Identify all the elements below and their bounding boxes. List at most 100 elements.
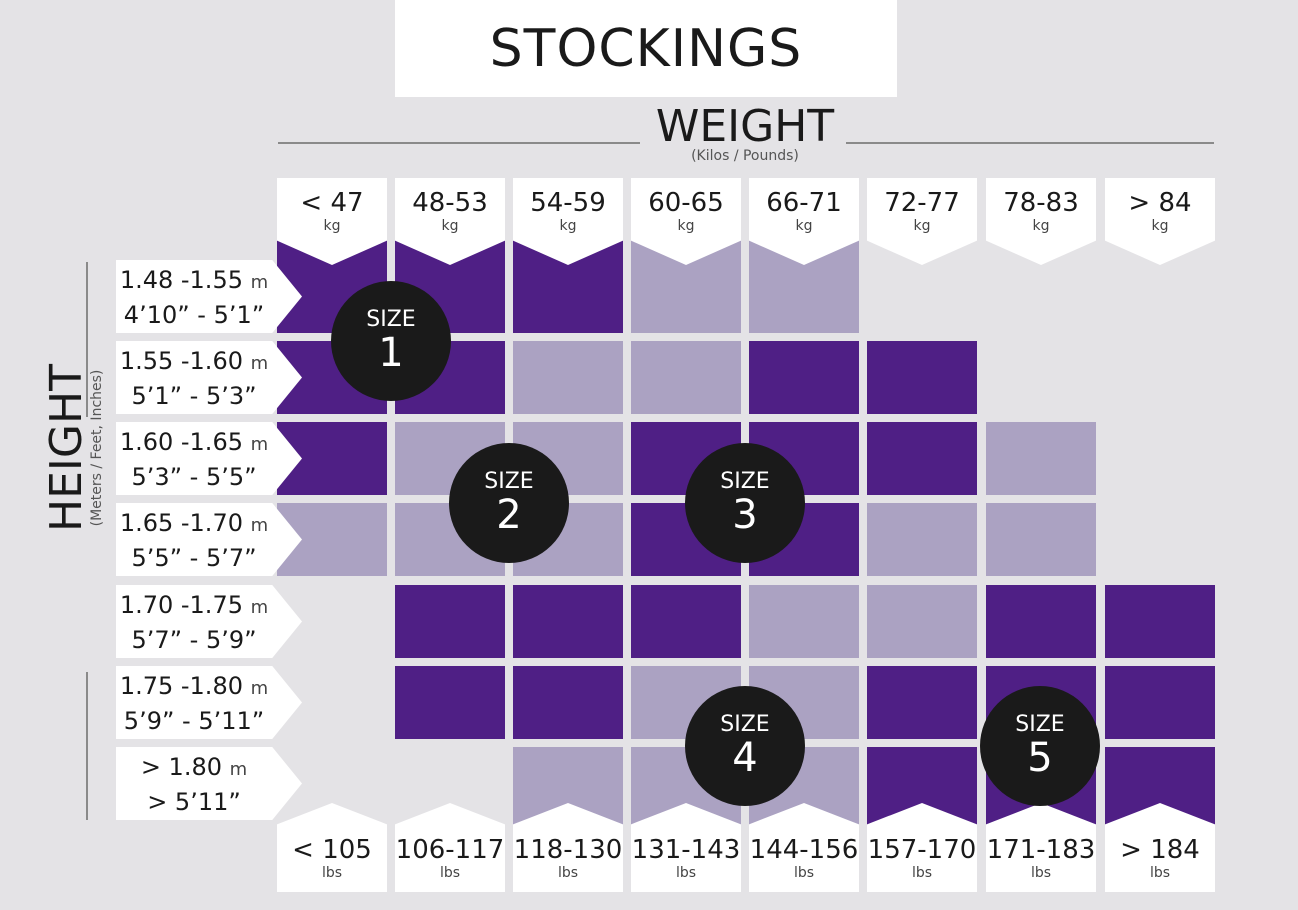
size-cell <box>867 422 977 495</box>
height-feet: 4’10” - 5’1” <box>123 301 265 329</box>
weight-kg-value: > 84 <box>1128 188 1192 218</box>
size-cell <box>395 585 505 658</box>
weight-kg-unit: kg <box>1151 218 1169 234</box>
weight-kg-value: 60-65 <box>648 188 724 218</box>
weight-lbs-value: 144-156 <box>749 835 859 865</box>
height-label-text: 1.55 -1.60 m 5’1” - 5’3” <box>116 341 272 412</box>
weight-kg-value: 78-83 <box>1003 188 1079 218</box>
size-badge: SIZE 4 <box>685 686 805 806</box>
height-label-text: 1.70 -1.75 m 5’7” - 5’9” <box>116 585 272 656</box>
height-meters-row: 1.60 -1.65 m <box>116 426 272 461</box>
weight-lbs-value: 131-143 <box>631 835 741 865</box>
height-label-text: 1.75 -1.80 m 5’9” - 5’11” <box>116 666 272 737</box>
weight-lbs-unit: lbs <box>557 865 579 881</box>
weight-rule-right <box>846 142 1214 144</box>
size-badge-label: SIZE <box>720 712 770 737</box>
weight-axis-title: WEIGHT (Kilos / Pounds) <box>640 101 850 165</box>
weight-kg-unit: kg <box>677 218 695 234</box>
size-cell <box>395 666 505 739</box>
size-badge-label: SIZE <box>484 469 534 494</box>
size-cell <box>867 341 977 414</box>
weight-lbs-unit: lbs <box>439 865 461 881</box>
size-cell <box>986 585 1096 658</box>
size-cell <box>867 585 977 658</box>
weight-kg-unit: kg <box>1032 218 1050 234</box>
height-meters: 1.60 -1.65 <box>119 428 243 456</box>
height-meters: 1.48 -1.55 <box>119 266 243 294</box>
size-badge-number: 3 <box>732 492 758 538</box>
height-meters: 1.55 -1.60 <box>119 347 243 375</box>
weight-lbs-unit: lbs <box>911 865 933 881</box>
weight-title: WEIGHT <box>655 101 835 152</box>
height-label: 1.60 -1.65 m 5’3” - 5’5” <box>116 422 302 495</box>
height-feet: 5’1” - 5’3” <box>131 382 257 410</box>
height-label: 1.70 -1.75 m 5’7” - 5’9” <box>116 585 302 658</box>
height-rule-bottom <box>86 672 88 820</box>
size-badge: SIZE 3 <box>685 443 805 563</box>
weight-kg-value: 72-77 <box>884 188 960 218</box>
weight-lbs-value: 157-170 <box>867 835 977 865</box>
height-feet: 5’7” - 5’9” <box>131 626 257 654</box>
weight-lbs-unit: lbs <box>1149 865 1171 881</box>
weight-lbs-label: 144-156 lbs <box>749 803 859 892</box>
weight-lbs-unit: lbs <box>793 865 815 881</box>
weight-kg-label: > 84 kg <box>1105 178 1215 265</box>
height-label: > 1.80 m > 5’11” <box>116 747 302 820</box>
weight-lbs-value: 171-183 <box>986 835 1096 865</box>
size-cell <box>749 341 859 414</box>
weight-subtitle: (Kilos / Pounds) <box>691 148 799 164</box>
height-meters: > 1.80 <box>140 753 222 781</box>
height-unit: m <box>250 272 269 293</box>
weight-lbs-label: < 105 lbs <box>277 803 387 892</box>
weight-lbs-unit: lbs <box>1030 865 1052 881</box>
size-cell <box>1105 666 1215 739</box>
size-cell <box>513 341 623 414</box>
height-meters-row: 1.55 -1.60 m <box>116 345 272 380</box>
weight-lbs-label: 157-170 lbs <box>867 803 977 892</box>
title-box: STOCKINGS <box>395 0 897 97</box>
height-meters: 1.65 -1.70 <box>119 509 243 537</box>
height-label-text: 1.65 -1.70 m 5’5” - 5’7” <box>116 503 272 574</box>
weight-kg-label: 72-77 kg <box>867 178 977 265</box>
size-cell <box>513 585 623 658</box>
size-badge-number: 4 <box>732 735 758 781</box>
weight-lbs-unit: lbs <box>675 865 697 881</box>
weight-lbs-unit: lbs <box>321 865 343 881</box>
size-badge-number: 5 <box>1027 735 1053 781</box>
size-cell <box>986 422 1096 495</box>
size-cell <box>631 341 741 414</box>
size-cell <box>513 666 623 739</box>
size-badge-label: SIZE <box>366 307 416 332</box>
size-badge-number: 2 <box>496 492 522 538</box>
size-cell <box>867 503 977 576</box>
weight-kg-value: < 47 <box>300 188 364 218</box>
weight-kg-unit: kg <box>559 218 577 234</box>
height-meters-row: 1.48 -1.55 m <box>116 264 272 299</box>
weight-lbs-label: 171-183 lbs <box>986 803 1096 892</box>
weight-lbs-value: 118-130 <box>513 835 623 865</box>
weight-kg-unit: kg <box>913 218 931 234</box>
height-meters: 1.75 -1.80 <box>119 672 243 700</box>
height-meters-row: 1.65 -1.70 m <box>116 507 272 542</box>
height-feet: > 5’11” <box>147 788 241 816</box>
height-label: 1.55 -1.60 m 5’1” - 5’3” <box>116 341 302 414</box>
size-cell <box>986 503 1096 576</box>
height-unit: m <box>250 678 269 699</box>
weight-lbs-label: 106-117 lbs <box>395 803 505 892</box>
weight-kg-unit: kg <box>441 218 459 234</box>
height-meters: 1.70 -1.75 <box>119 591 243 619</box>
height-meters-row: 1.70 -1.75 m <box>116 589 272 624</box>
weight-kg-value: 48-53 <box>412 188 488 218</box>
size-badge-number: 1 <box>378 330 404 376</box>
height-label: 1.75 -1.80 m 5’9” - 5’11” <box>116 666 302 739</box>
height-meters-row: > 1.80 m <box>116 751 272 786</box>
height-label: 1.48 -1.55 m 4’10” - 5’1” <box>116 260 302 333</box>
weight-kg-unit: kg <box>323 218 341 234</box>
size-badge-label: SIZE <box>1015 712 1065 737</box>
size-badge: SIZE 5 <box>980 686 1100 806</box>
height-feet: 5’3” - 5’5” <box>131 463 257 491</box>
weight-lbs-value: < 105 <box>292 835 372 865</box>
height-label: 1.65 -1.70 m 5’5” - 5’7” <box>116 503 302 576</box>
height-rule-top <box>86 262 88 417</box>
